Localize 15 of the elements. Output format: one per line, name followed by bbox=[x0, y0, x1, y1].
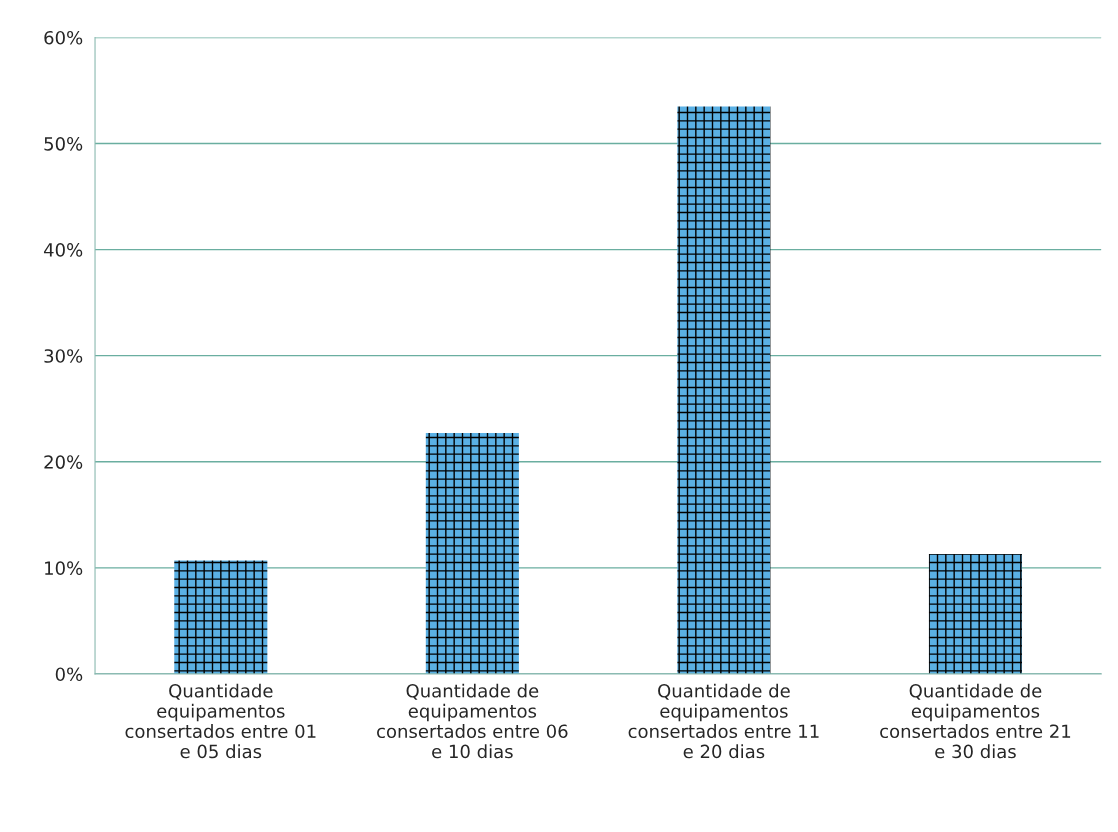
x-tick-label: Quantidade de equipamentos consertados entre 21 e 30 dias bbox=[880, 683, 1071, 759]
y-tick-label: 50% bbox=[44, 136, 83, 151]
y-tick-label: 20% bbox=[44, 455, 83, 469]
y-tick-label: 30% bbox=[44, 349, 83, 363]
x-tick-label: Quantidade de equipamentos consertados entre 11 e 20 dias bbox=[628, 683, 819, 759]
y-tick-label: 10% bbox=[45, 561, 83, 575]
y-tick-label: 40% bbox=[43, 243, 83, 257]
bar bbox=[425, 433, 519, 674]
x-tick-label: Quantidade de equipamentos consertados entre 06 e 10 dias bbox=[377, 683, 568, 759]
y-tick-label: 0% bbox=[55, 667, 83, 682]
x-tick-label: Quantidade equipamentos consertados entre 01 e 05 dias bbox=[125, 683, 316, 759]
y-tick-label: 60% bbox=[44, 30, 83, 45]
bar bbox=[677, 106, 771, 674]
bar bbox=[174, 560, 268, 674]
bar bbox=[928, 554, 1022, 674]
